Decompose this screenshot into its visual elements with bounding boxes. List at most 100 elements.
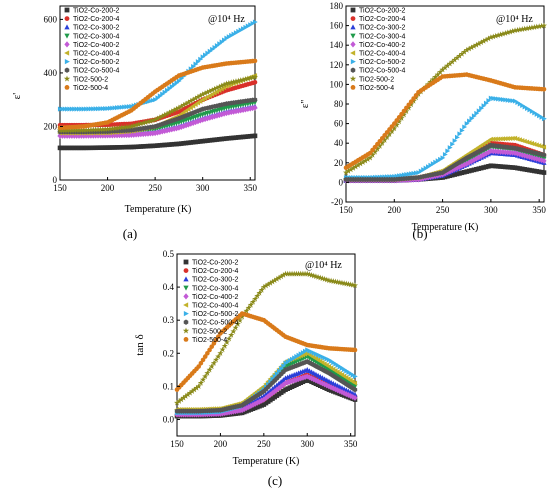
series-TiO2-500-4: [174, 311, 358, 392]
x-tick-label: 300: [484, 205, 498, 215]
data-point: [352, 394, 358, 401]
data-point: [342, 169, 350, 176]
plot-area-c: [176, 253, 356, 437]
y-tick-label: 0.1: [163, 381, 174, 391]
legend-marker: [64, 50, 70, 56]
data-point: [228, 79, 235, 86]
data-point: [192, 95, 199, 101]
data-point: [166, 109, 173, 116]
data-point: [155, 143, 160, 148]
data-point: [102, 126, 109, 132]
data-point: [213, 337, 219, 343]
y-tick-label: 0.5: [163, 249, 175, 259]
x-axis-label-a: Temperature (K): [125, 204, 192, 215]
data-point: [466, 168, 472, 174]
data-point: [202, 138, 208, 144]
data-point: [169, 126, 175, 133]
data-point: [474, 110, 480, 116]
data-point: [411, 96, 416, 101]
data-point: [110, 145, 115, 150]
data-point: [447, 145, 453, 151]
data-point: [309, 357, 315, 362]
data-point: [171, 141, 177, 147]
data-point: [287, 378, 293, 385]
data-point: [232, 78, 240, 85]
data-point: [317, 362, 323, 368]
data-point: [209, 344, 215, 349]
x-tick-label: 200: [214, 439, 228, 449]
data-point: [302, 374, 308, 381]
data-point: [278, 273, 285, 280]
data-point: [117, 145, 122, 150]
data-point: [74, 145, 79, 151]
panel-b: 150 200 250 300 350 -20 0 20 40 60 80 100 120 140 160…: [299, 1, 548, 241]
data-point: [190, 139, 196, 145]
data-point: [319, 380, 325, 387]
data-point: [524, 153, 530, 160]
x-tick-label: 200: [388, 205, 402, 215]
data-point: [359, 159, 366, 165]
data-point: [83, 126, 90, 133]
series-TiO2-500-2: [342, 22, 548, 176]
legend-entry: TiO2-Co-500-4: [192, 320, 239, 327]
data-point: [490, 163, 496, 169]
legend-entry: TiO2-Co-300-2: [192, 277, 239, 284]
series-marks-c: [173, 270, 359, 419]
legend-marker: [64, 58, 70, 65]
data-point: [267, 279, 274, 286]
data-point: [194, 93, 201, 100]
data-point: [304, 373, 310, 380]
data-point: [238, 134, 244, 140]
x-tick-label: 300: [196, 183, 210, 193]
data-point: [185, 99, 192, 105]
data-point: [225, 79, 232, 86]
data-point: [205, 350, 210, 356]
data-point: [512, 165, 518, 170]
data-point: [215, 353, 222, 360]
legend-marker: [350, 16, 356, 21]
legend-entry: TiO2-Co-500-2: [192, 311, 239, 318]
data-point: [313, 359, 319, 365]
data-point: [403, 108, 410, 114]
data-point: [528, 24, 535, 31]
y-tick-label: 120: [330, 60, 344, 70]
x-tick-label: 350: [344, 439, 358, 449]
x-ticks-b: 150 200 250 300 350: [339, 199, 546, 215]
data-point: [399, 111, 404, 117]
legend-marker: [350, 50, 356, 56]
data-point: [449, 172, 455, 178]
data-point: [364, 156, 371, 162]
data-point: [500, 149, 506, 156]
legend-entry: TiO2-500-2: [192, 328, 227, 335]
data-point: [408, 101, 415, 108]
y-tick-label: 0.0: [163, 414, 175, 424]
data-point: [178, 141, 184, 146]
data-point: [352, 387, 358, 393]
data-point: [226, 135, 232, 141]
data-point: [159, 128, 165, 135]
data-point: [204, 369, 211, 376]
data-point: [241, 406, 247, 413]
data-point: [140, 144, 146, 149]
data-point: [362, 157, 369, 164]
data-point: [102, 145, 108, 150]
data-point: [207, 138, 213, 143]
legend-entry: TiO2-Co-200-2: [73, 8, 120, 15]
data-point: [275, 274, 283, 281]
data-point: [60, 145, 65, 151]
data-point: [128, 132, 134, 139]
y-ticks-a: 0 200 400 600: [44, 14, 63, 185]
data-point: [90, 145, 96, 151]
y-tick-label: 20: [334, 158, 344, 168]
data-point: [446, 60, 453, 67]
data-point: [135, 131, 142, 138]
data-point: [202, 373, 209, 380]
data-point: [71, 127, 78, 133]
data-point: [265, 281, 272, 288]
data-point: [463, 46, 470, 53]
data-point: [481, 165, 486, 170]
data-point: [509, 27, 516, 34]
data-point: [130, 122, 137, 129]
data-point: [500, 164, 506, 170]
data-point: [335, 387, 341, 394]
